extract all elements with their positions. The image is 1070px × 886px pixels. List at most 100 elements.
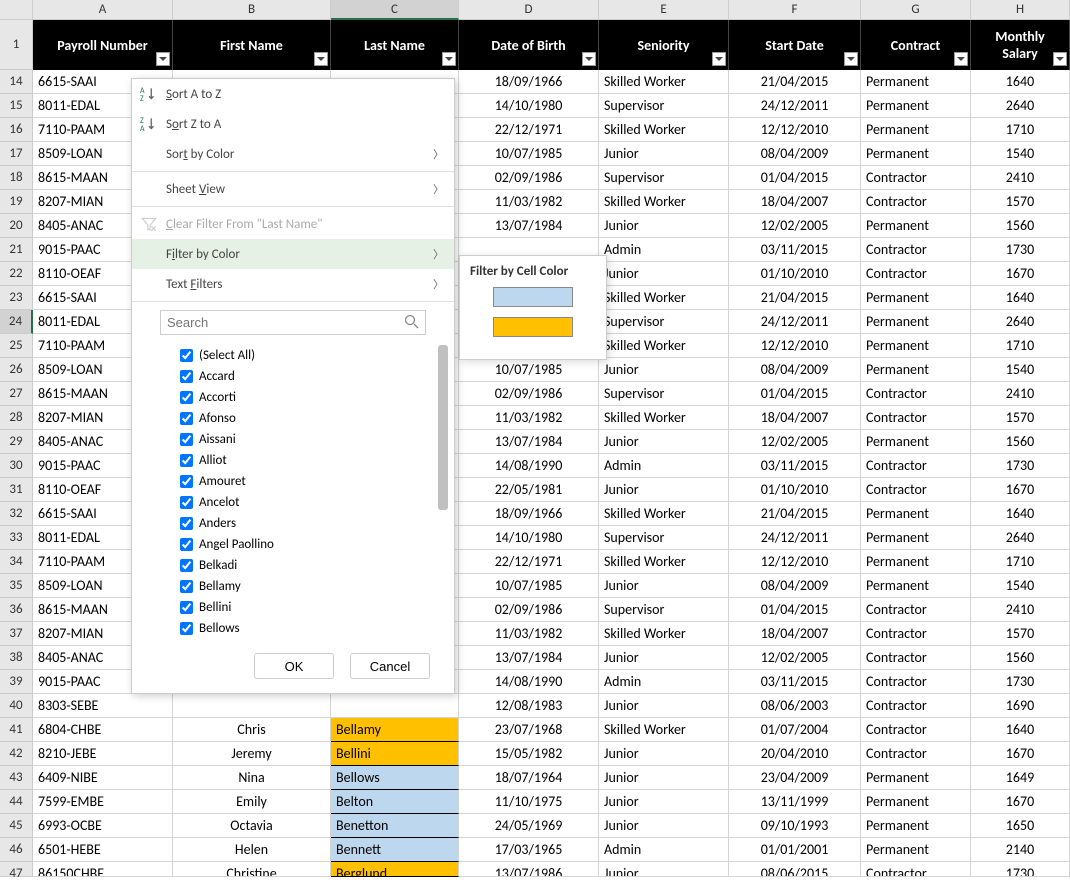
cell[interactable]: Supervisor	[599, 598, 729, 622]
cell[interactable]: 01/04/2015	[729, 166, 861, 190]
cell[interactable]: Benetton	[331, 814, 459, 838]
cell[interactable]: 1649	[971, 766, 1070, 790]
cell[interactable]: 1640	[971, 70, 1070, 94]
cell[interactable]: Skilled Worker	[599, 70, 729, 94]
cell[interactable]: 24/12/2011	[729, 310, 861, 334]
row-number[interactable]: 28	[0, 406, 33, 430]
cell[interactable]: 10/07/1985	[459, 142, 599, 166]
cell[interactable]: 01/01/2001	[729, 838, 861, 862]
row-number[interactable]: 47	[0, 862, 33, 877]
cell[interactable]: 1670	[971, 742, 1070, 766]
filter-check-item[interactable]: Bellows	[180, 618, 428, 639]
filter-dropdown-button[interactable]	[442, 52, 456, 66]
filter-search-input[interactable]	[160, 310, 426, 335]
row-number[interactable]: 15	[0, 94, 33, 118]
text-filters[interactable]: Text Filters 〉	[132, 269, 454, 299]
cell[interactable]: 1730	[971, 862, 1070, 877]
cell[interactable]: Junior	[599, 694, 729, 718]
checkbox[interactable]	[180, 517, 193, 530]
row-number[interactable]: 44	[0, 790, 33, 814]
cell[interactable]: Contractor	[861, 190, 971, 214]
cell[interactable]: 1670	[971, 262, 1070, 286]
cell[interactable]: Permanent	[861, 766, 971, 790]
column-header-D[interactable]: D	[459, 0, 599, 20]
cell[interactable]: 8210-JEBE	[33, 742, 173, 766]
checkbox[interactable]	[180, 559, 193, 572]
cell[interactable]: 13/07/1986	[459, 862, 599, 877]
cell[interactable]: 1540	[971, 574, 1070, 598]
filter-checklist[interactable]: (Select All)AccardAccortiAfonsoAissaniAl…	[132, 341, 454, 643]
cell[interactable]: Contractor	[861, 598, 971, 622]
cell[interactable]: Bellini	[331, 742, 459, 766]
cell[interactable]: Junior	[599, 478, 729, 502]
cell[interactable]: 1670	[971, 478, 1070, 502]
cell[interactable]: 12/02/2005	[729, 214, 861, 238]
cell[interactable]: 23/04/2009	[729, 766, 861, 790]
cell[interactable]	[173, 694, 331, 718]
filter-check-item[interactable]: Alliot	[180, 450, 428, 471]
cell[interactable]: 08/06/2003	[729, 694, 861, 718]
checkbox[interactable]	[180, 580, 193, 593]
cell[interactable]: Permanent	[861, 838, 971, 862]
column-header-C[interactable]: C	[331, 0, 459, 20]
cell[interactable]: Supervisor	[599, 526, 729, 550]
cell[interactable]: Skilled Worker	[599, 502, 729, 526]
cell[interactable]: Contractor	[861, 670, 971, 694]
cell[interactable]: Skilled Worker	[599, 406, 729, 430]
cell[interactable]: Contractor	[861, 478, 971, 502]
cell[interactable]: 12/12/2010	[729, 118, 861, 142]
checkbox[interactable]	[180, 538, 193, 551]
cancel-button[interactable]: Cancel	[350, 653, 430, 679]
cell[interactable]: 12/08/1983	[459, 694, 599, 718]
cell[interactable]: 1690	[971, 694, 1070, 718]
cell[interactable]: 12/02/2005	[729, 646, 861, 670]
row-number[interactable]: 16	[0, 118, 33, 142]
cell[interactable]: Helen	[173, 838, 331, 862]
cell[interactable]: 18/04/2007	[729, 622, 861, 646]
cell[interactable]: Junior	[599, 262, 729, 286]
filter-dropdown-button[interactable]	[314, 52, 328, 66]
cell[interactable]: 86150CHBE	[33, 862, 173, 877]
cell[interactable]: 1650	[971, 814, 1070, 838]
cell[interactable]: 13/07/1984	[459, 646, 599, 670]
cell[interactable]: Skilled Worker	[599, 334, 729, 358]
filter-dropdown-button[interactable]	[844, 52, 858, 66]
cell[interactable]: 1710	[971, 334, 1070, 358]
cell[interactable]: 20/04/2010	[729, 742, 861, 766]
cell[interactable]: 2640	[971, 526, 1070, 550]
cell[interactable]: 01/07/2004	[729, 718, 861, 742]
cell[interactable]: Permanent	[861, 550, 971, 574]
cell[interactable]: 01/04/2015	[729, 598, 861, 622]
cell[interactable]: 24/05/1969	[459, 814, 599, 838]
cell[interactable]: Permanent	[861, 286, 971, 310]
cell[interactable]: 08/04/2009	[729, 574, 861, 598]
cell[interactable]: Permanent	[861, 310, 971, 334]
cell[interactable]: Contractor	[861, 406, 971, 430]
cell[interactable]: 1640	[971, 286, 1070, 310]
cell[interactable]: Bellows	[331, 766, 459, 790]
cell[interactable]: 02/09/1986	[459, 382, 599, 406]
row-number[interactable]: 32	[0, 502, 33, 526]
cell[interactable]: Skilled Worker	[599, 190, 729, 214]
cell[interactable]: 1730	[971, 238, 1070, 262]
cell[interactable]: Admin	[599, 838, 729, 862]
cell[interactable]: 14/08/1990	[459, 670, 599, 694]
filter-check-item[interactable]: Amouret	[180, 471, 428, 492]
column-header-F[interactable]: F	[729, 0, 861, 20]
checkbox[interactable]	[180, 349, 193, 362]
cell[interactable]: 1570	[971, 406, 1070, 430]
cell[interactable]: 2140	[971, 838, 1070, 862]
cell[interactable]	[331, 694, 459, 718]
cell[interactable]: 6993-OCBE	[33, 814, 173, 838]
cell[interactable]: Contractor	[861, 166, 971, 190]
checkbox[interactable]	[180, 412, 193, 425]
cell[interactable]: 02/09/1986	[459, 598, 599, 622]
cell[interactable]: 2640	[971, 310, 1070, 334]
row-number[interactable]: 21	[0, 238, 33, 262]
cell[interactable]: Junior	[599, 790, 729, 814]
cell[interactable]: Permanent	[861, 526, 971, 550]
cell[interactable]: Permanent	[861, 214, 971, 238]
cell[interactable]: 2640	[971, 94, 1070, 118]
cell[interactable]: Permanent	[861, 430, 971, 454]
cell[interactable]: Bennett	[331, 838, 459, 862]
